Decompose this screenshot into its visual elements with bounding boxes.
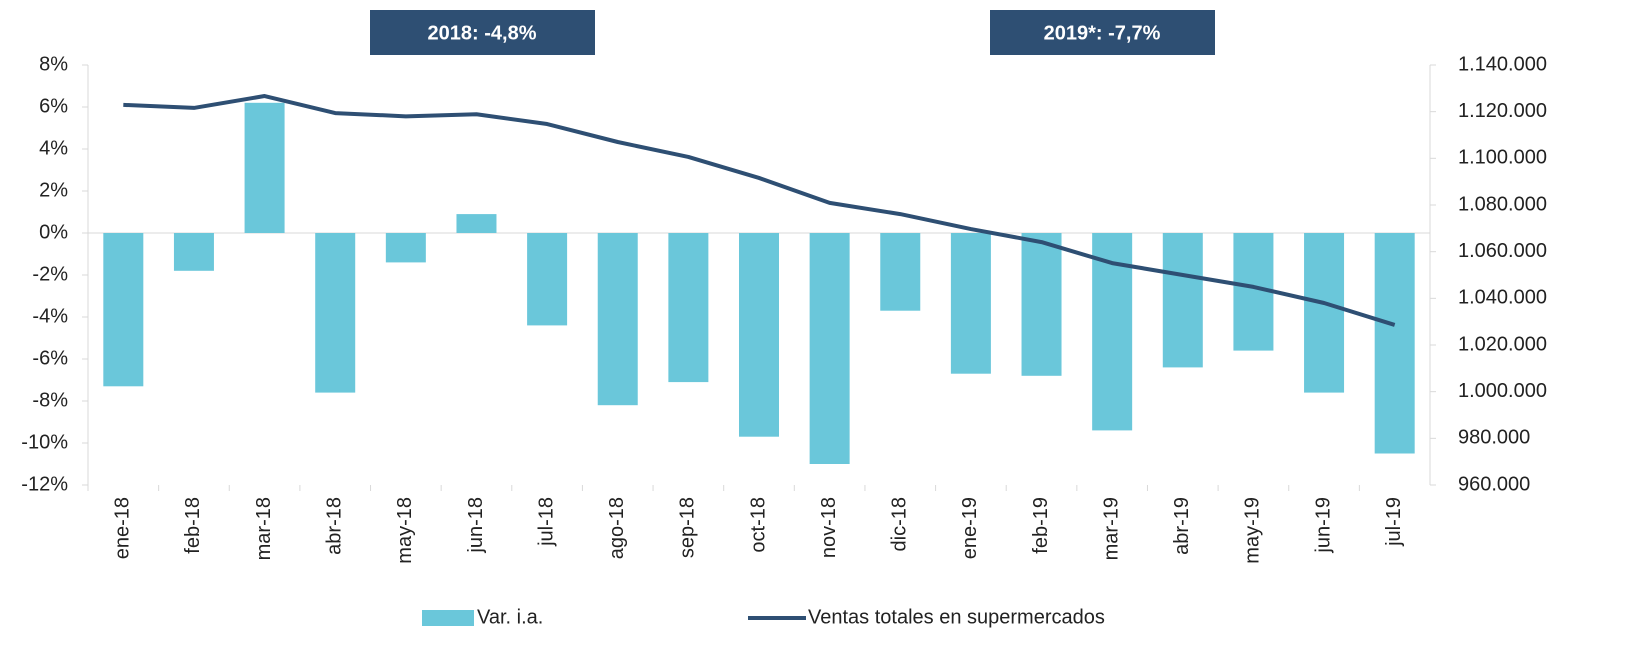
bar <box>809 233 850 464</box>
y-tick-label: -8% <box>32 389 68 411</box>
x-tick-label: abr-19 <box>1171 497 1193 555</box>
bar <box>173 233 214 271</box>
y2-tick-label: 1.000.000 <box>1458 380 1547 402</box>
bar <box>456 214 497 233</box>
x-tick-label: may-18 <box>394 497 416 564</box>
x-tick-label: dic-18 <box>889 497 911 551</box>
y-tick-label: 4% <box>39 137 68 159</box>
x-tick-label: jun-19 <box>1312 497 1334 554</box>
x-tick-label: feb-19 <box>1030 497 1052 554</box>
bar <box>527 233 568 326</box>
bar <box>739 233 779 437</box>
y2-tick-label: 980.000 <box>1458 427 1530 449</box>
y2-tick-label: 960.000 <box>1458 473 1530 495</box>
y-tick-label: 2% <box>39 179 68 201</box>
y-tick-label: 0% <box>39 221 68 243</box>
bar <box>385 233 426 263</box>
y2-tick-label: 1.060.000 <box>1458 240 1547 262</box>
bar <box>668 233 709 383</box>
legend-label: Ventas totales en supermercados <box>808 606 1105 628</box>
y-tick-label: -2% <box>32 263 68 285</box>
annotation-box <box>990 10 1215 55</box>
x-tick-label: abr-18 <box>323 497 345 555</box>
x-tick-label: nov-18 <box>818 497 840 558</box>
x-tick-label: mar-18 <box>253 497 275 560</box>
x-tick-label: mar-19 <box>1100 497 1122 560</box>
y-tick-label: -6% <box>32 347 68 369</box>
bar <box>103 233 144 387</box>
bar <box>244 102 285 233</box>
y-tick-label: 6% <box>39 95 68 117</box>
x-tick-label: ene-18 <box>112 497 134 559</box>
y2-tick-label: 1.100.000 <box>1458 147 1547 169</box>
bar <box>315 233 356 393</box>
x-tick-label: jun-18 <box>465 497 487 554</box>
y-tick-label: -4% <box>32 305 68 327</box>
legend-swatch <box>422 610 474 626</box>
bar <box>1374 233 1415 454</box>
legend-label: Var. i.a. <box>477 606 543 628</box>
y2-tick-label: 1.020.000 <box>1458 333 1547 355</box>
y2-tick-label: 1.080.000 <box>1458 193 1547 215</box>
x-tick-label: oct-18 <box>747 497 769 553</box>
annotation-box <box>370 10 595 55</box>
y2-tick-label: 1.040.000 <box>1458 287 1547 309</box>
y-tick-label: -10% <box>21 431 68 453</box>
annotation: 2018: -4,8% <box>428 22 537 44</box>
bar <box>1162 233 1203 368</box>
bar <box>950 233 991 374</box>
bar <box>880 233 921 311</box>
line <box>123 94 1396 327</box>
x-tick-label: ene-19 <box>959 497 981 559</box>
bar <box>1304 233 1345 393</box>
y2-tick-label: 1.120.000 <box>1458 100 1547 122</box>
x-tick-label: ago-18 <box>606 497 628 559</box>
annotation: 2019*: -7,7% <box>1044 22 1161 44</box>
y2-tick-label: 1.140.000 <box>1458 53 1547 75</box>
y-tick-label: -12% <box>21 473 68 495</box>
x-tick-label: may-19 <box>1242 497 1264 564</box>
bar <box>1021 233 1062 376</box>
x-tick-label: feb-18 <box>182 497 204 554</box>
x-tick-label: jul-18 <box>535 497 557 547</box>
y-tick-label: 8% <box>39 53 68 75</box>
bar <box>597 233 638 406</box>
x-tick-label: jul-19 <box>1383 497 1405 547</box>
x-tick-label: sep-18 <box>677 497 699 558</box>
